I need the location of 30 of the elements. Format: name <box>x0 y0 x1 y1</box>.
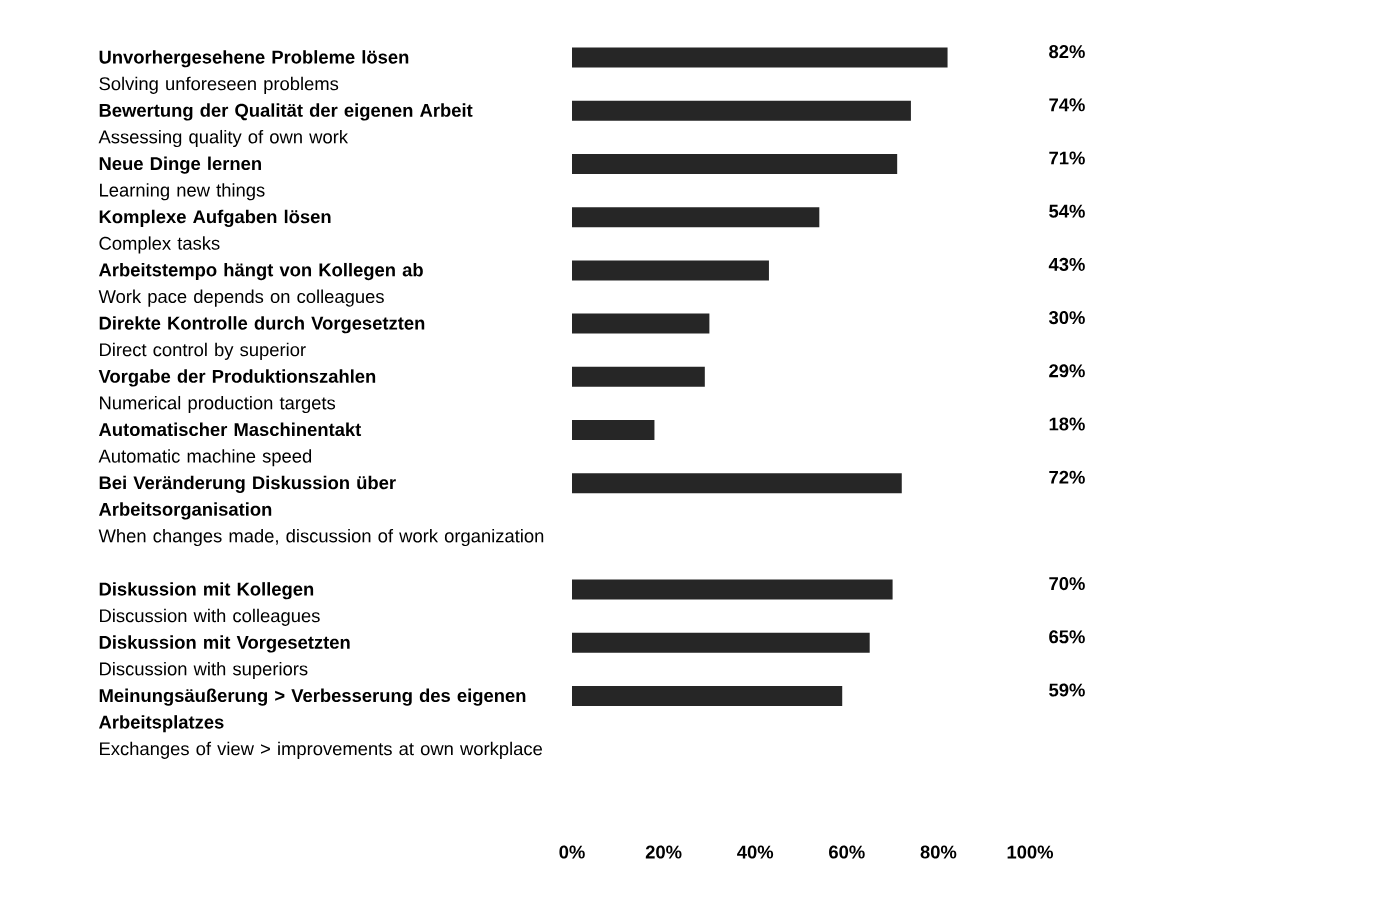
x-tick-label: 20% <box>645 845 682 859</box>
y-tick-label: Direkte Kontrolle durch Vorgesetzten Direct control by superior <box>99 316 425 360</box>
y-tick-label: Vorgabe der Produktionszahlen Numerical production targets <box>98 369 376 414</box>
x-tick-label: 40% <box>737 845 774 859</box>
x-tick-label: 60% <box>829 845 865 859</box>
x-tick-label: 100% <box>1007 845 1054 859</box>
y-tick-label: Meinungsäußerung > Verbesserung des eigenen Arbeitsplatzes Exchanges of view > improvements at own workplace <box>99 688 542 759</box>
x-tick-label: 0% <box>559 845 585 859</box>
data-label: 72% <box>1049 470 1085 484</box>
y-tick-label: Automatischer Maschinentakt Automatic machine speed <box>98 422 362 467</box>
y-tick-label: Diskussion mit Kollegen Discussion with colleagues <box>99 582 320 626</box>
data-label: 65% <box>1049 630 1085 644</box>
data-label: 71% <box>1049 151 1085 165</box>
y-tick-label: Unvorhergesehene Probleme lösen Solving unforeseen problems <box>99 50 409 94</box>
y-tick-label: Diskussion mit Vorgesetzten Discussion with superiors <box>99 635 350 680</box>
y-tick-label: Neue Dinge lernen Learning new things <box>99 156 265 201</box>
data-label: 18% <box>1049 417 1085 431</box>
data-label: 74% <box>1049 98 1085 112</box>
y-tick-label: Arbeitstempo hängt von Kollegen ab Work pace depends on colleagues <box>98 262 423 307</box>
data-label: 30% <box>1048 311 1085 325</box>
data-label: 70% <box>1049 577 1085 591</box>
data-label: 43% <box>1048 257 1085 271</box>
y-tick-label: Komplexe Aufgaben lösen Complex tasks <box>99 209 331 254</box>
data-label: 54% <box>1049 204 1085 218</box>
x-tick-label: 80% <box>920 845 957 859</box>
data-label: 82% <box>1049 45 1085 59</box>
data-label: 59% <box>1049 683 1085 697</box>
y-tick-label: Bei Veränderung Diskussion über Arbeitsorganisation When changes made, discussion of work organization <box>98 475 544 547</box>
y-tick-label: Bewertung der Qualität der eigenen Arbeit Assessing quality of own work <box>98 103 473 148</box>
data-label: 29% <box>1049 364 1085 378</box>
